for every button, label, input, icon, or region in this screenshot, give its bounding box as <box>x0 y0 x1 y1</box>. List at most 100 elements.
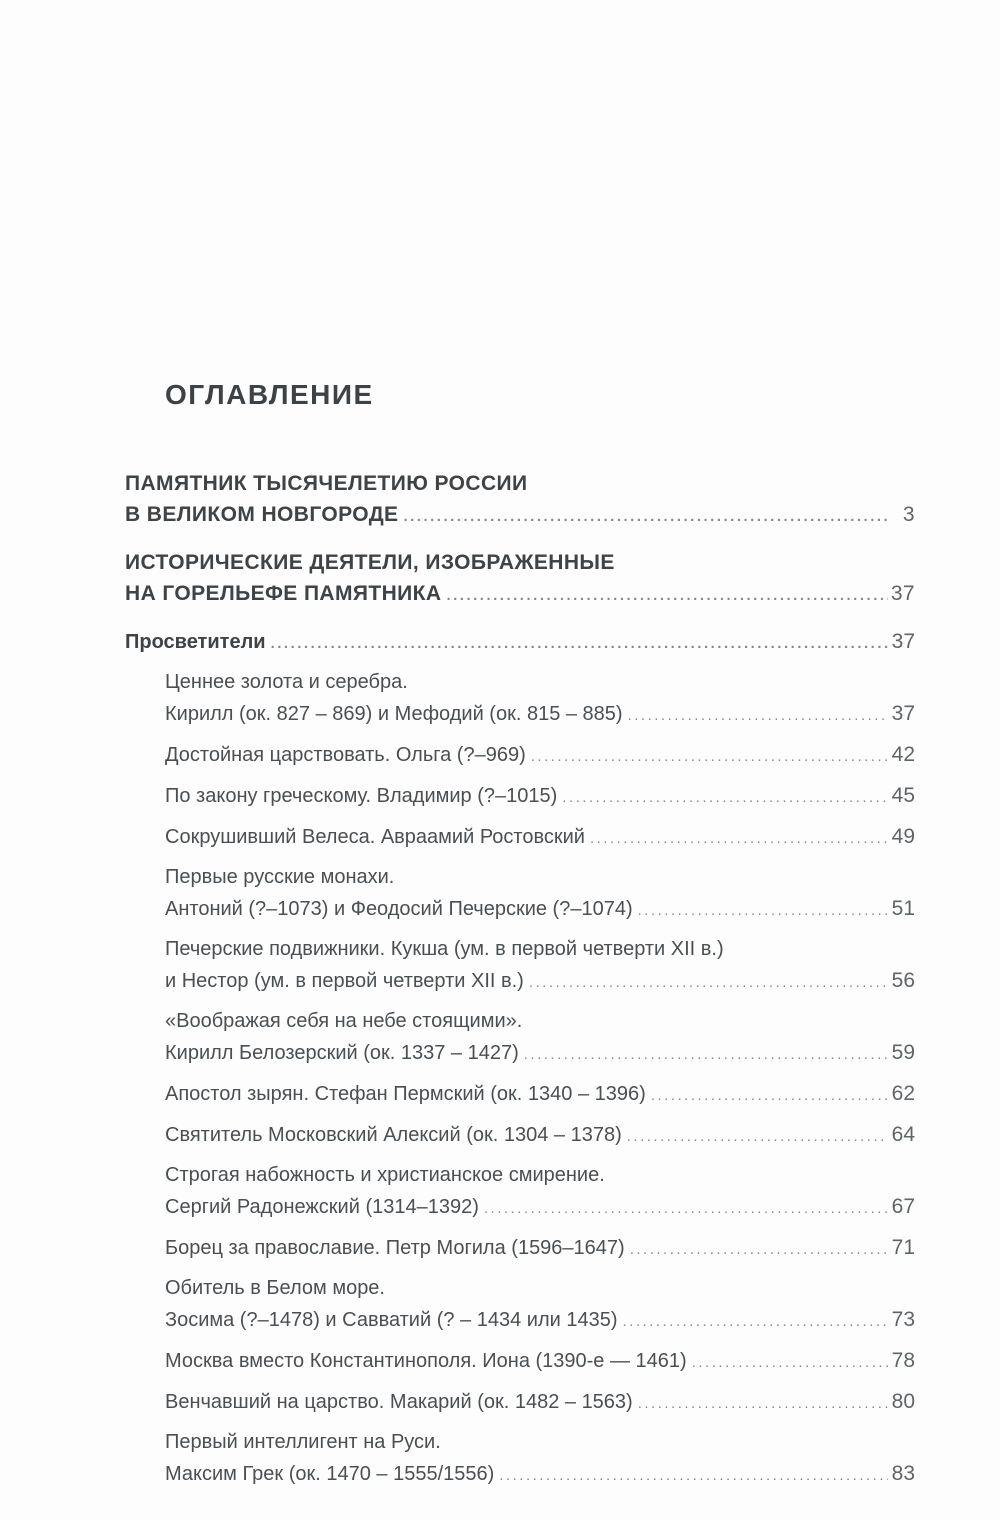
toc-entry-leader-row: Сокрушивший Велеса. Авраамий Ростовский … <box>165 821 915 854</box>
toc-entry-title: НА ГОРЕЛЬЕФЕ ПАМЯТНИКА <box>125 582 442 605</box>
dot-leader <box>403 501 888 532</box>
toc-entry-line: Строгая набожность и христианское смирен… <box>165 1164 605 1186</box>
toc-entry-title: Москва вместо Константинополя. Иона (139… <box>165 1350 687 1372</box>
toc-entry: Достойная царствовать. Ольга (?–969) 42 <box>125 739 915 772</box>
toc-content: ОГЛАВЛЕНИЕ ПАМЯТНИК ТЫСЯЧЕЛЕТИЮ РОССИИ В… <box>125 378 915 1499</box>
toc-entry-page-number: 51 <box>891 897 915 920</box>
toc-entry-leader-row: Кирилл (ок. 827 – 869) и Мефодий (ок. 81… <box>165 698 915 731</box>
toc-entry-line: Первые русские монахи. <box>165 866 395 888</box>
toc-entry: По закону греческому. Владимир (?–1015) … <box>125 780 915 813</box>
toc-entry-leader-row: Апостол зырян. Стефан Пермский (ок. 1340… <box>165 1078 915 1111</box>
toc-entry-page-number: 71 <box>891 1236 915 1259</box>
toc-entry-leader-row: Москва вместо Константинополя. Иона (139… <box>165 1345 915 1378</box>
toc-entry-page-number: 64 <box>891 1123 915 1146</box>
toc-entry: Строгая набожность и христианское смирен… <box>125 1160 915 1224</box>
toc-entry-leader-row: Зосима (?–1478) и Савватий (? – 1434 или… <box>165 1304 915 1337</box>
dot-leader <box>529 967 888 998</box>
dot-leader <box>484 1193 888 1224</box>
toc-entry-title: Апостол зырян. Стефан Пермский (ок. 1340… <box>165 1083 646 1105</box>
dot-leader <box>590 823 888 854</box>
toc-entry: Москва вместо Константинополя. Иона (139… <box>125 1345 915 1378</box>
toc-entry-title: Сокрушивший Велеса. Авраамий Ростовский <box>165 826 585 848</box>
toc-entry-page-number: 37 <box>891 702 915 725</box>
toc-entry: Венчавший на царство. Макарий (ок. 1482 … <box>125 1386 915 1419</box>
toc-entry: Ценнее золота и серебра. Кирилл (ок. 827… <box>125 667 915 731</box>
toc-entry-page-number: 37 <box>891 630 915 653</box>
dot-leader <box>627 1121 888 1152</box>
toc-entry-page-number: 62 <box>891 1082 915 1105</box>
toc-entry-title: В ВЕЛИКОМ НОВГОРОДЕ <box>125 503 399 526</box>
toc-entry-page-number: 42 <box>891 743 915 766</box>
toc-entry-line: ИСТОРИЧЕСКИЕ ДЕЯТЕЛИ, ИЗОБРАЖЕННЫЕ <box>125 551 615 574</box>
toc-entry-page-number: 80 <box>891 1390 915 1413</box>
toc-entry-title: Кирилл (ок. 827 – 869) и Мефодий (ок. 81… <box>165 703 623 725</box>
toc-entry: Апостол зырян. Стефан Пермский (ок. 1340… <box>125 1078 915 1111</box>
toc-entry-page-number: 56 <box>891 969 915 992</box>
toc-entry-title: По закону греческому. Владимир (?–1015) <box>165 785 558 807</box>
toc-entry-leader-row: Святитель Московский Алексий (ок. 1304 –… <box>165 1119 915 1152</box>
toc-entry-title: и Нестор (ум. в первой четверти XII в.) <box>165 970 524 992</box>
toc-entry: Просветители 37 <box>125 626 915 659</box>
dot-leader <box>531 741 888 772</box>
toc-entry-leader-row: Борец за православие. Петр Могила (1596–… <box>165 1232 915 1265</box>
dot-leader <box>630 1234 888 1265</box>
dot-leader <box>623 1306 889 1337</box>
toc-entry-title: Зосима (?–1478) и Савватий (? – 1434 или… <box>165 1309 618 1331</box>
toc-entry-leader-row: Кирилл Белозерский (ок. 1337 – 1427) 59 <box>165 1037 915 1070</box>
toc-entry-line: «Воображая себя на небе стоящими». <box>165 1010 523 1032</box>
toc-entry: Первый интеллигент на Руси. Максим Грек … <box>125 1427 915 1491</box>
toc-entry: Обитель в Белом море. Зосима (?–1478) и … <box>125 1273 915 1337</box>
toc-entry-leader-row: Достойная царствовать. Ольга (?–969) 42 <box>165 739 915 772</box>
dot-leader <box>638 895 888 926</box>
dot-leader <box>524 1039 888 1070</box>
toc-entry-line: Обитель в Белом море. <box>165 1277 385 1299</box>
toc-entry-title: Просветители <box>125 631 266 653</box>
dot-leader <box>499 1460 888 1491</box>
toc-entry-page-number: 59 <box>891 1041 915 1064</box>
toc-entry: Первые русские монахи. Антоний (?–1073) … <box>125 862 915 926</box>
toc-entry: Святитель Московский Алексий (ок. 1304 –… <box>125 1119 915 1152</box>
dot-leader <box>638 1388 888 1419</box>
toc-entry-leader-row: Сергий Радонежский (1314–1392) 67 <box>165 1191 915 1224</box>
toc-entry: ПАМЯТНИК ТЫСЯЧЕЛЕТИЮ РОССИИ В ВЕЛИКОМ НО… <box>125 468 915 532</box>
toc-entry-page-number: 3 <box>902 503 915 526</box>
toc-entry-line: Первый интеллигент на Руси. <box>165 1431 441 1453</box>
toc-entry-line: Ценнее золота и серебра. <box>165 671 408 693</box>
toc-entry-title: Святитель Московский Алексий (ок. 1304 –… <box>165 1124 622 1146</box>
toc-entry-title: Антоний (?–1073) и Феодосий Печерские (?… <box>165 898 633 920</box>
toc-entry-title: Максим Грек (ок. 1470 – 1555/1556) <box>165 1463 495 1485</box>
toc-entry-title: Сергий Радонежский (1314–1392) <box>165 1196 479 1218</box>
toc-entry-title: Венчавший на царство. Макарий (ок. 1482 … <box>165 1391 633 1413</box>
toc-entry-page-number: 45 <box>891 784 915 807</box>
toc-entry-leader-row: Антоний (?–1073) и Феодосий Печерские (?… <box>165 893 915 926</box>
toc-entry: «Воображая себя на небе стоящими». Кирил… <box>125 1006 915 1070</box>
toc-entry: Печерские подвижники. Кукша (ум. в перво… <box>125 934 915 998</box>
toc-entry-page-number: 78 <box>891 1349 915 1372</box>
toc-entry-page-number: 83 <box>891 1462 915 1485</box>
dot-leader <box>446 580 887 611</box>
toc-entry-title: Достойная царствовать. Ольга (?–969) <box>165 744 526 766</box>
dot-leader <box>692 1347 888 1378</box>
toc-entry-page-number: 73 <box>891 1308 915 1331</box>
toc-list: ПАМЯТНИК ТЫСЯЧЕЛЕТИЮ РОССИИ В ВЕЛИКОМ НО… <box>125 468 915 1491</box>
toc-entry-line: ПАМЯТНИК ТЫСЯЧЕЛЕТИЮ РОССИИ <box>125 472 528 495</box>
dot-leader <box>271 628 888 659</box>
toc-entry-leader-row: В ВЕЛИКОМ НОВГОРОДЕ 3 <box>125 499 915 532</box>
toc-entry-leader-row: По закону греческому. Владимир (?–1015) … <box>165 780 915 813</box>
toc-entry: Борец за православие. Петр Могила (1596–… <box>125 1232 915 1265</box>
toc-entry-leader-row: НА ГОРЕЛЬЕФЕ ПАМЯТНИКА 37 <box>125 578 915 611</box>
toc-entry-page-number: 49 <box>891 825 915 848</box>
toc-entry-leader-row: Венчавший на царство. Макарий (ок. 1482 … <box>165 1386 915 1419</box>
toc-entry: ИСТОРИЧЕСКИЕ ДЕЯТЕЛИ, ИЗОБРАЖЕННЫЕ НА ГО… <box>125 547 915 611</box>
toc-entry-line: Печерские подвижники. Кукша (ум. в перво… <box>165 938 724 960</box>
toc-entry-title: Кирилл Белозерский (ок. 1337 – 1427) <box>165 1042 519 1064</box>
dot-leader <box>628 700 888 731</box>
page-title: ОГЛАВЛЕНИЕ <box>165 379 374 410</box>
toc-entry-page-number: 37 <box>890 582 915 605</box>
toc-entry-page-number: 67 <box>891 1195 915 1218</box>
toc-entry-title: Борец за православие. Петр Могила (1596–… <box>165 1237 625 1259</box>
toc-entry-leader-row: и Нестор (ум. в первой четверти XII в.) … <box>165 965 915 998</box>
toc-entry: Сокрушивший Велеса. Авраамий Ростовский … <box>125 821 915 854</box>
toc-entry-leader-row: Просветители 37 <box>125 626 915 659</box>
